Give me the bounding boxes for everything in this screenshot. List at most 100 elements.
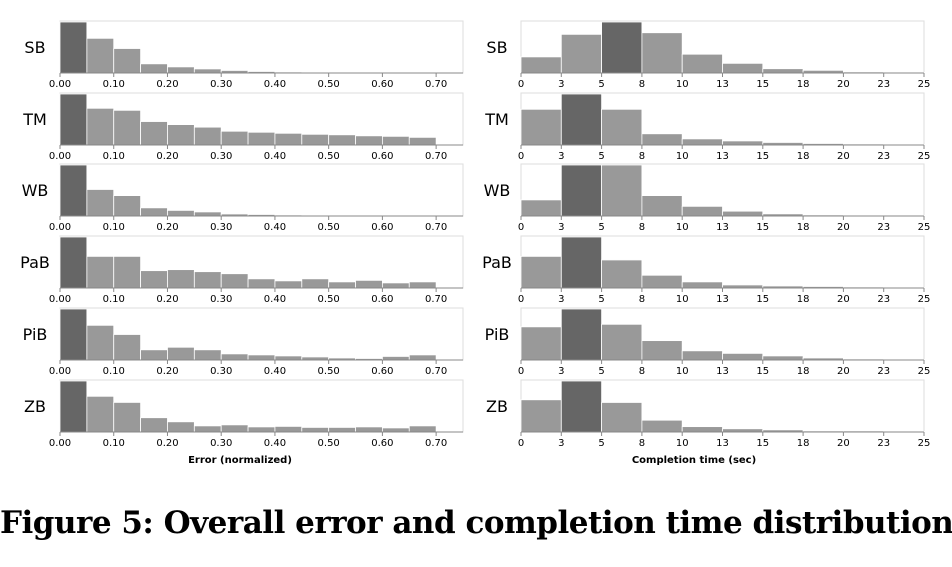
- x-tick-label: 5: [598, 438, 604, 449]
- x-tick-label: 18: [797, 294, 810, 305]
- x-tick-label: 20: [837, 151, 850, 162]
- histogram-bar: [113, 195, 141, 217]
- row-label: PiB: [23, 325, 48, 344]
- histogram-bar: [140, 349, 168, 361]
- x-tick-label: 3: [558, 151, 564, 162]
- x-tick-label: 23: [877, 79, 890, 90]
- x-tick-label: 0.20: [156, 366, 178, 377]
- histogram-bar: [86, 107, 115, 146]
- histogram-bar: [381, 427, 410, 433]
- x-tick-label: 0.30: [210, 294, 232, 305]
- histogram-bar: [762, 68, 804, 74]
- histogram-bar: [681, 205, 723, 217]
- x-tick-label: 13: [716, 438, 729, 449]
- time-row-pab: 0 3 5 8 10 13 15 18 20 23 25 PaB: [482, 235, 930, 305]
- histogram-bar: [560, 236, 602, 289]
- histogram-bar: [560, 380, 602, 433]
- histogram-bar: [140, 63, 168, 74]
- x-tick-label: 0.40: [264, 438, 286, 449]
- x-tick-label: 25: [918, 79, 931, 90]
- x-tick-label: 0: [518, 438, 524, 449]
- x-tick-label: 0.70: [425, 438, 447, 449]
- histogram-bar: [193, 126, 222, 146]
- x-tick-label: 18: [797, 79, 810, 90]
- histogram-bar: [681, 138, 723, 146]
- x-tick-label: 15: [756, 79, 769, 90]
- x-tick-label: 0.00: [49, 294, 71, 305]
- x-tick-label: 3: [558, 366, 564, 377]
- x-tick-label: 0.00: [49, 366, 71, 377]
- histogram-bar: [247, 354, 276, 361]
- x-tick-label: 8: [639, 151, 645, 162]
- x-tick-label: 0.10: [103, 222, 125, 233]
- histogram-bar: [193, 68, 222, 74]
- x-tick-label: 0.40: [264, 294, 286, 305]
- x-tick-label: 18: [797, 438, 810, 449]
- histogram-bar: [301, 278, 330, 289]
- x-tick-label: 3: [558, 79, 564, 90]
- histogram-bar: [722, 210, 764, 217]
- figure-caption: Figure 5: Overall error and completion t…: [0, 505, 952, 541]
- row-label: WB: [484, 181, 511, 200]
- x-tick-label: 8: [639, 79, 645, 90]
- histogram-bar: [681, 281, 723, 289]
- x-tick-label: 0.50: [318, 438, 340, 449]
- x-tick-label: 13: [716, 79, 729, 90]
- x-tick-label: 8: [639, 294, 645, 305]
- histogram-bar: [247, 131, 276, 146]
- histogram-bar: [520, 56, 562, 74]
- x-tick-label: 0.60: [371, 222, 393, 233]
- histogram-bar: [86, 37, 115, 74]
- row-label: SB: [24, 38, 45, 57]
- histogram-bar: [274, 425, 303, 433]
- x-tick-label: 15: [756, 151, 769, 162]
- x-tick-label: 0.40: [264, 222, 286, 233]
- histogram-bar: [408, 425, 437, 433]
- row-label: ZB: [24, 397, 46, 416]
- x-tick-label: 0.10: [103, 294, 125, 305]
- x-tick-label: 0.00: [49, 79, 71, 90]
- histogram-bar: [220, 273, 249, 289]
- histogram-bar: [681, 426, 723, 433]
- histogram-bar: [140, 270, 168, 289]
- histogram-bar: [381, 282, 410, 289]
- histogram-bar: [247, 426, 276, 433]
- histogram-bar: [113, 109, 141, 146]
- histogram-bar: [167, 124, 195, 146]
- histogram-bar: [520, 326, 562, 361]
- histogram-bar: [193, 425, 222, 433]
- x-tick-label: 0.30: [210, 438, 232, 449]
- error-row-pib: 0.00 0.10 0.20 0.30 0.40 0.50 0.60 0.70 PiB: [23, 307, 464, 377]
- x-tick-label: 13: [716, 222, 729, 233]
- x-tick-label: 13: [716, 366, 729, 377]
- x-tick-label: 0.60: [371, 79, 393, 90]
- histogram-bar: [520, 199, 562, 217]
- x-tick-label: 20: [837, 79, 850, 90]
- x-tick-label: 20: [837, 366, 850, 377]
- x-tick-label: 23: [877, 366, 890, 377]
- x-tick-label: 25: [918, 222, 931, 233]
- x-tick-label: 0.60: [371, 366, 393, 377]
- x-tick-label: 15: [756, 222, 769, 233]
- histogram-bar: [193, 211, 222, 217]
- histogram-bar: [86, 189, 115, 217]
- histogram-bar: [193, 271, 222, 289]
- time-row-sb: 0 3 5 8 10 13 15 18 20 23 25 SB: [486, 20, 931, 90]
- histogram-bar: [167, 66, 195, 74]
- histogram-bar: [355, 135, 383, 146]
- x-tick-label: 0.50: [318, 222, 340, 233]
- histogram-bar: [355, 426, 383, 433]
- time-row-pib: 0 3 5 8 10 13 15 18 20 23 25 PiB: [485, 307, 930, 377]
- x-tick-label: 0.30: [210, 151, 232, 162]
- histogram-bar: [167, 269, 195, 289]
- x-tick-label: 18: [797, 366, 810, 377]
- x-tick-label: 23: [877, 438, 890, 449]
- histogram-bar: [641, 32, 683, 74]
- x-tick-label: 13: [716, 294, 729, 305]
- x-tick-label: 0.30: [210, 222, 232, 233]
- histogram-bar: [140, 417, 168, 433]
- x-tick-label: 25: [918, 438, 931, 449]
- histogram-bar: [722, 62, 764, 74]
- histogram-bar: [520, 399, 562, 433]
- x-tick-label: 0: [518, 366, 524, 377]
